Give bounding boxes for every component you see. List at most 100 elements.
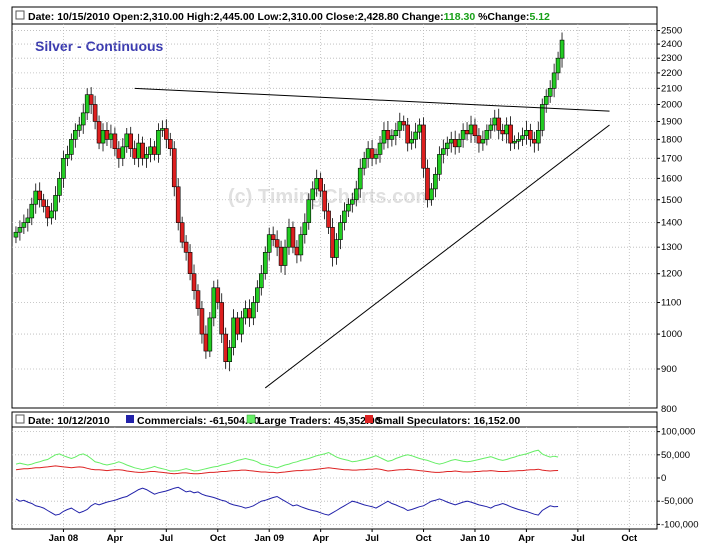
price-y-tick-label: 1000 <box>661 329 682 340</box>
candle-up <box>80 112 86 126</box>
candle-up <box>393 130 399 137</box>
candle-up <box>353 188 359 201</box>
close-label: Close: <box>326 11 358 23</box>
candle-up <box>17 227 23 233</box>
commercials-swatch <box>126 415 134 423</box>
cot-checkbox-icon <box>15 414 25 424</box>
candle-down <box>401 121 407 126</box>
candle-down <box>167 139 173 150</box>
candle-down <box>528 130 533 140</box>
candle-up <box>535 130 541 144</box>
candle-down <box>532 139 537 144</box>
candle-up <box>555 57 561 74</box>
candle-up <box>559 39 565 59</box>
candle-up <box>49 210 54 219</box>
price-y-tick-label: 2100 <box>661 83 682 94</box>
candle-down <box>472 124 478 137</box>
candle-down <box>223 333 228 363</box>
candle-down <box>179 222 185 243</box>
series-small-speculators <box>15 465 559 475</box>
candle-up <box>136 142 141 159</box>
close-value: 2,428.80 <box>358 11 399 23</box>
candle-up <box>488 124 494 131</box>
x-tick-label: Apr <box>518 533 535 544</box>
candle-up <box>417 124 422 133</box>
price-y-tick-label: 1100 <box>661 298 681 309</box>
candle-up <box>84 94 90 114</box>
candle-up <box>302 222 308 235</box>
small-speculators-swatch <box>365 415 373 423</box>
candle-up <box>346 203 351 212</box>
candle-up <box>76 124 82 131</box>
candle-up <box>310 188 316 201</box>
x-tick-label: Jul <box>365 533 379 544</box>
candle-up <box>282 246 288 266</box>
pct-change-value: 5.12 <box>529 11 550 23</box>
small-speculators-value: 16,152.00 <box>473 415 520 427</box>
candle-down <box>104 130 110 140</box>
low-label: Low: <box>257 11 282 23</box>
x-tick-label: Jan 10 <box>460 533 490 544</box>
x-axis: Jan 08 Apr Jul Oct Jan 09 Apr Jul Oct Jan 10 Apr J… <box>49 529 638 544</box>
price-y-axis: 900 1000 1100 1200 1300 1400 1500 1600 1700 1800 1… <box>657 26 682 415</box>
candle-down <box>452 139 458 148</box>
large-traders-value: 45,352.00 <box>334 415 381 427</box>
change-value: 118.30 <box>444 11 476 23</box>
candle-up <box>258 273 264 289</box>
candle-down <box>191 273 197 291</box>
candle-up <box>243 308 248 319</box>
x-tick-label: Jan 08 <box>49 533 79 544</box>
candle-up <box>148 146 153 155</box>
candle-up <box>73 130 78 140</box>
price-y-tick-label: 2300 <box>661 53 682 64</box>
candle-up <box>456 139 462 148</box>
candle-up <box>69 139 74 155</box>
header-row: Date: 10/15/2010 Open:2,310.00 High:2,44… <box>28 11 550 23</box>
candle-up <box>286 227 292 248</box>
price-y-tick-label: 1200 <box>661 269 682 280</box>
candle-down <box>330 227 335 258</box>
candle-down <box>92 104 98 122</box>
candlestick-series <box>13 32 565 372</box>
candle-down <box>187 252 193 274</box>
x-tick-label: Jan 09 <box>254 533 284 544</box>
x-tick-label: Oct <box>416 533 433 544</box>
open-value: 2,310.00 <box>143 11 184 23</box>
candle-up <box>429 188 434 201</box>
candle-up <box>547 88 553 97</box>
change-label: Change: <box>402 11 444 23</box>
candle-up <box>231 317 236 348</box>
candle-up <box>298 234 304 256</box>
candle-down <box>152 146 157 155</box>
candle-down <box>112 133 118 150</box>
candle-down <box>199 308 205 335</box>
commercials-label: Commercials: <box>137 415 206 427</box>
candle-up <box>342 210 347 223</box>
candle-up <box>437 154 442 175</box>
candle-up <box>306 199 312 223</box>
candle-up <box>433 173 438 190</box>
candle-up <box>262 252 268 274</box>
high-label: High: <box>187 11 214 23</box>
candle-up <box>468 124 474 135</box>
candle-down <box>116 148 122 159</box>
candle-down <box>140 142 145 159</box>
open-label: Open: <box>113 11 143 23</box>
price-y-tick-label: 1700 <box>661 153 682 164</box>
date-label: Date: <box>28 11 54 23</box>
price-y-tick-label: 2200 <box>661 68 682 79</box>
cot-y-tick-label: 50,000 <box>661 450 690 461</box>
candle-up <box>357 167 363 190</box>
candle-up <box>504 124 509 135</box>
candle-down <box>128 133 134 150</box>
price-y-tick-label: 1900 <box>661 116 682 127</box>
price-y-tick-label: 2400 <box>661 39 682 50</box>
candle-down <box>274 239 280 248</box>
small-speculators-label: Small Speculators: <box>376 415 471 427</box>
candle-up <box>409 139 414 144</box>
candle-up <box>448 139 454 144</box>
candle-up <box>492 117 498 126</box>
candle-up <box>413 131 418 140</box>
candle-up <box>460 130 466 140</box>
candle-up <box>484 130 490 140</box>
